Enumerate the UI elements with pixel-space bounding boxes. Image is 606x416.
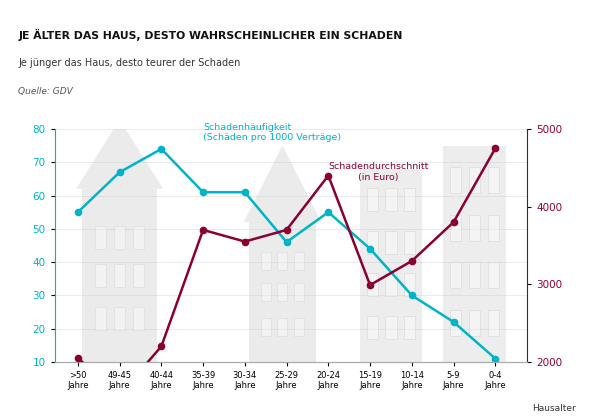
FancyBboxPatch shape [261,318,271,336]
FancyBboxPatch shape [133,307,144,330]
Text: JE ÄLTER DAS HAUS, DESTO WAHRSCHEINLICHER EIN SCHADEN: JE ÄLTER DAS HAUS, DESTO WAHRSCHEINLICHE… [18,29,402,41]
FancyBboxPatch shape [385,230,396,254]
FancyBboxPatch shape [294,252,304,270]
FancyBboxPatch shape [114,264,125,287]
FancyBboxPatch shape [443,146,506,362]
FancyBboxPatch shape [450,310,461,336]
FancyBboxPatch shape [249,222,316,362]
FancyBboxPatch shape [278,283,287,301]
FancyBboxPatch shape [404,188,415,211]
Polygon shape [244,145,321,222]
FancyBboxPatch shape [133,226,144,249]
FancyBboxPatch shape [278,318,287,336]
Text: Quelle: GDV: Quelle: GDV [18,87,73,97]
FancyBboxPatch shape [488,262,499,288]
FancyBboxPatch shape [469,215,480,241]
FancyBboxPatch shape [385,273,396,296]
FancyBboxPatch shape [95,226,107,249]
Text: Schadendurchschnitt
(in Euro): Schadendurchschnitt (in Euro) [328,162,428,182]
FancyBboxPatch shape [294,283,304,301]
FancyBboxPatch shape [404,273,415,296]
FancyBboxPatch shape [294,318,304,336]
Polygon shape [76,120,163,189]
Text: Schadenhäufigkeit
(Schäden pro 1000 Verträge): Schadenhäufigkeit (Schäden pro 1000 Vert… [203,123,341,142]
FancyBboxPatch shape [450,262,461,288]
FancyBboxPatch shape [95,307,107,330]
FancyBboxPatch shape [367,230,378,254]
Text: Je jünger das Haus, desto teurer der Schaden: Je jünger das Haus, desto teurer der Sch… [18,58,241,68]
FancyBboxPatch shape [133,264,144,287]
FancyBboxPatch shape [385,316,396,339]
FancyBboxPatch shape [404,316,415,339]
FancyBboxPatch shape [82,189,157,362]
FancyBboxPatch shape [469,262,480,288]
FancyBboxPatch shape [114,307,125,330]
FancyBboxPatch shape [488,310,499,336]
FancyBboxPatch shape [261,252,271,270]
FancyBboxPatch shape [95,264,107,287]
FancyBboxPatch shape [367,188,378,211]
FancyBboxPatch shape [404,230,415,254]
FancyBboxPatch shape [261,283,271,301]
FancyBboxPatch shape [488,215,499,241]
FancyBboxPatch shape [469,310,480,336]
FancyBboxPatch shape [469,167,480,193]
FancyBboxPatch shape [450,167,461,193]
FancyBboxPatch shape [450,215,461,241]
FancyBboxPatch shape [385,188,396,211]
FancyBboxPatch shape [278,252,287,270]
FancyBboxPatch shape [367,273,378,296]
FancyBboxPatch shape [359,169,422,362]
Text: Hausalter: Hausalter [532,404,576,413]
FancyBboxPatch shape [367,316,378,339]
FancyBboxPatch shape [488,167,499,193]
FancyBboxPatch shape [114,226,125,249]
